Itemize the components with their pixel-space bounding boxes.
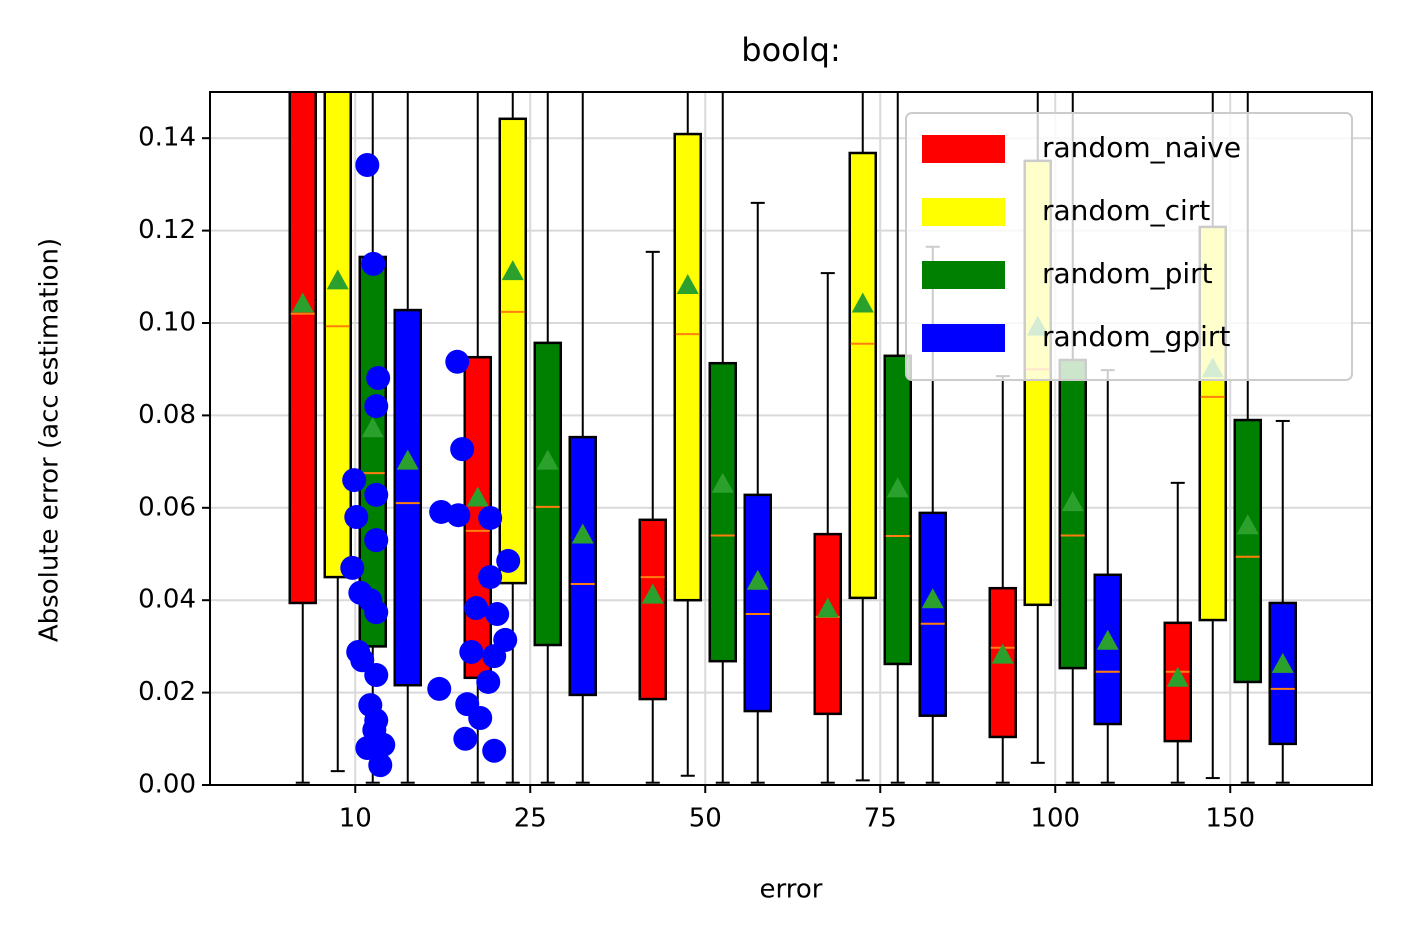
x-tick-label: 50 xyxy=(689,804,722,834)
y-tick-label: 0.12 xyxy=(138,215,196,245)
mean-marker xyxy=(886,477,909,498)
scatter-point xyxy=(459,639,484,664)
scatter-point xyxy=(478,565,503,590)
scatter-point xyxy=(482,738,507,763)
box xyxy=(743,493,772,713)
legend-swatch xyxy=(922,261,1005,289)
y-tick-label: 0.14 xyxy=(138,123,196,153)
box xyxy=(393,308,422,687)
chart-title: boolq: xyxy=(741,31,840,69)
mean-marker xyxy=(921,588,944,609)
mean-marker xyxy=(1096,629,1119,650)
mean-marker xyxy=(676,274,699,295)
y-tick-label: 0.00 xyxy=(138,770,196,800)
scatter-point xyxy=(478,505,503,530)
mean-marker xyxy=(746,569,769,590)
scatter-point xyxy=(364,600,389,625)
mean-marker xyxy=(1061,491,1084,512)
mean-marker xyxy=(536,449,559,470)
scatter-point xyxy=(371,732,396,757)
y-axis-label: Absolute error (acc estimation) xyxy=(35,238,65,642)
scatter-point xyxy=(496,548,521,573)
mean-marker xyxy=(571,523,594,544)
mean-marker xyxy=(396,449,419,470)
scatter-point xyxy=(453,726,478,751)
y-tick-label: 0.06 xyxy=(138,492,196,522)
box xyxy=(673,132,702,602)
scatter-point xyxy=(450,437,475,462)
box xyxy=(568,435,597,697)
y-tick-label: 0.10 xyxy=(138,308,196,338)
mean-marker xyxy=(1271,652,1294,673)
mean-marker xyxy=(851,292,874,313)
mean-marker xyxy=(326,269,349,290)
scatter-point xyxy=(368,753,393,778)
scatter-point xyxy=(464,596,489,621)
mean-marker xyxy=(711,472,734,493)
legend-swatch xyxy=(922,135,1005,163)
scatter-point xyxy=(342,468,367,493)
x-tick-label: 150 xyxy=(1205,804,1255,834)
box xyxy=(813,532,842,716)
y-tick-label: 0.04 xyxy=(138,585,196,615)
x-axis-label: error xyxy=(760,875,823,905)
scatter-point xyxy=(364,708,389,733)
mean-marker xyxy=(1166,666,1189,687)
box xyxy=(498,117,527,585)
box xyxy=(883,354,912,666)
mean-marker xyxy=(1236,514,1259,535)
axes: 0.00 0.02 0.04 0.06 0.08 0.10 0.12 0.14 10 25 50 75… xyxy=(138,123,1255,834)
mean-marker xyxy=(501,260,524,281)
scatter-point xyxy=(476,669,501,694)
x-tick-label: 100 xyxy=(1030,804,1080,834)
mean-marker xyxy=(816,597,839,618)
box xyxy=(1058,358,1087,670)
scatter-point xyxy=(482,644,507,669)
legend-frame xyxy=(905,112,1353,381)
box xyxy=(848,151,877,600)
scatter-point xyxy=(485,602,510,627)
legend-label: random_pirt xyxy=(1042,257,1213,290)
x-tick-label: 75 xyxy=(864,804,897,834)
box xyxy=(638,518,667,701)
scatter-point xyxy=(468,706,493,731)
scatter-point xyxy=(446,503,471,528)
scatter-point xyxy=(344,505,369,530)
box xyxy=(918,511,947,717)
legend-label: random_naive xyxy=(1042,131,1241,164)
scatter-point xyxy=(366,365,391,390)
legend-label: random_gpirt xyxy=(1042,320,1230,353)
box xyxy=(323,92,352,579)
plot-area xyxy=(288,92,1297,784)
legend-swatch xyxy=(922,198,1005,226)
scatter-point xyxy=(361,251,386,276)
mean-marker xyxy=(466,486,489,507)
mean-marker xyxy=(641,583,664,604)
scatter-point xyxy=(340,555,365,580)
scatter-point xyxy=(445,349,470,374)
axes-frame xyxy=(209,91,1373,786)
scatter-point xyxy=(364,663,389,688)
mean-marker xyxy=(361,417,384,438)
box xyxy=(708,361,737,663)
scatter-point xyxy=(427,676,452,701)
y-tick-label: 0.08 xyxy=(138,400,196,430)
legend-swatch xyxy=(922,324,1005,352)
scatter-point xyxy=(364,394,389,419)
x-tick-label: 25 xyxy=(514,804,547,834)
scatter-point xyxy=(364,528,389,553)
box xyxy=(288,92,317,605)
box xyxy=(1268,601,1297,746)
scatter-point xyxy=(355,152,380,177)
mean-marker xyxy=(291,292,314,313)
mean-marker xyxy=(991,643,1014,664)
legend: random_naive random_cirt random_pirtrandom… xyxy=(905,112,1353,381)
y-tick-label: 0.02 xyxy=(138,677,196,707)
x-tick-label: 10 xyxy=(339,804,372,834)
box xyxy=(533,341,562,647)
box xyxy=(1233,418,1262,684)
scatter-point xyxy=(364,482,389,507)
legend-label: random_cirt xyxy=(1042,194,1210,227)
